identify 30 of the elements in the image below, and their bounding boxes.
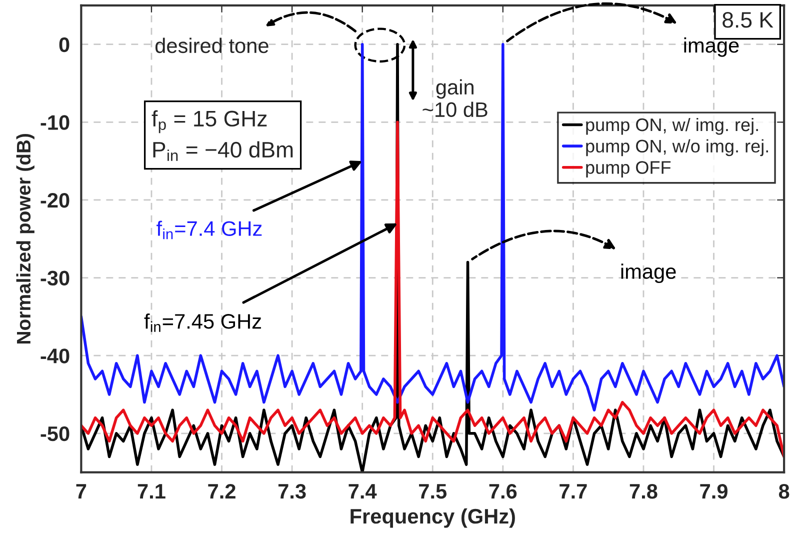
annotation: desired tone — [155, 38, 268, 54]
x-tick-label: 7.1 — [138, 484, 166, 498]
x-axis-title: Frequency (GHz) — [350, 508, 515, 528]
legend-label: pump ON, w/o img. rej. — [586, 139, 768, 156]
y-tick-label: -40 — [40, 348, 70, 364]
annotation: f$_{p}$ = 15 GHz P$_{in}$ = −40 dBm — [152, 110, 293, 161]
y-axis-title: Normalized power (dB) — [16, 134, 34, 344]
x-tick-label: 8 — [778, 484, 790, 499]
x-tick-label: 7.5 — [419, 484, 447, 499]
y-tick-label: 0 — [59, 37, 70, 52]
annotation: gain ~10 dB — [422, 79, 488, 118]
x-tick-label: 7.8 — [630, 484, 658, 499]
x-tick-label: 7.4 — [348, 484, 377, 498]
y-tick-label: -10 — [40, 115, 70, 130]
x-tick-label: 7.3 — [278, 484, 306, 499]
x-tick-label: 7.6 — [489, 484, 517, 499]
annotation: f$_{in}$=7.45 GHz — [144, 313, 261, 332]
x-tick-label: 7 — [76, 484, 86, 498]
x-tick-label: 7.2 — [208, 484, 236, 498]
y-tick-label: -30 — [40, 270, 70, 286]
annotation: f$_{in}$=7.4 GHz — [156, 220, 262, 240]
y-tick-label: -50 — [40, 426, 70, 442]
x-tick-label: 7.9 — [700, 484, 728, 499]
annotation: 8.5 K — [722, 12, 774, 28]
annotation: image — [621, 264, 676, 284]
x-tick-label: 7.7 — [560, 484, 587, 498]
y-tick-label: -20 — [40, 192, 70, 208]
legend-label: pump OFF — [586, 161, 671, 178]
legend-label: pump ON, w/ img. rej. — [586, 118, 758, 135]
annotation: image — [684, 37, 739, 57]
